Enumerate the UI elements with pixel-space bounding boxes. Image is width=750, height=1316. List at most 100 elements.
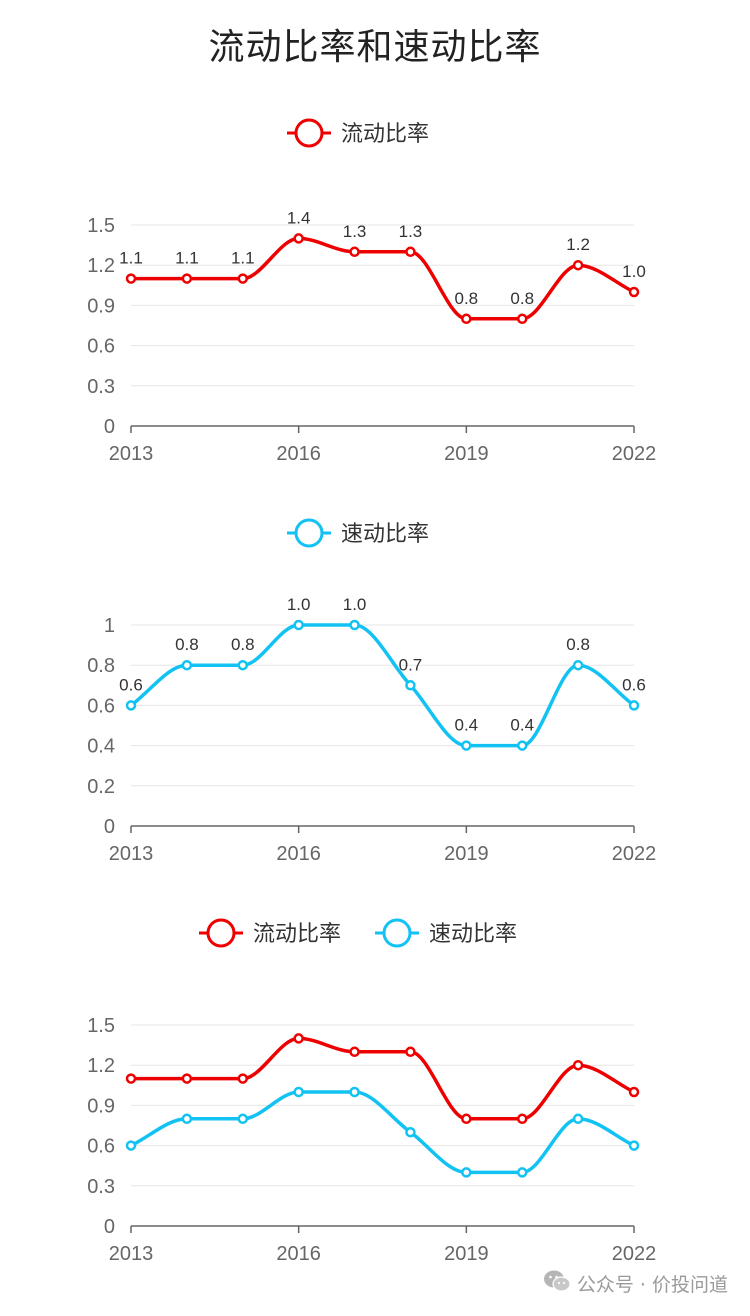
data-point[interactable]	[181, 659, 193, 671]
legend-marker	[294, 518, 324, 548]
data-label: 1.3	[343, 222, 367, 241]
data-point[interactable]	[237, 273, 249, 284]
data-point[interactable]	[516, 1167, 528, 1178]
data-point[interactable]	[405, 680, 416, 691]
legend-marker	[382, 918, 412, 948]
data-point[interactable]	[125, 273, 137, 284]
watermark: 公众号 · 价投问道	[543, 1269, 728, 1298]
data-point[interactable]	[293, 619, 304, 631]
data-label: 1.1	[175, 249, 199, 268]
wechat-icon	[543, 1269, 571, 1298]
series-line	[129, 1090, 636, 1175]
legend[interactable]: 流动比率	[287, 118, 429, 148]
data-label: 0.6	[622, 675, 646, 694]
data-point[interactable]	[349, 1086, 360, 1098]
data-point[interactable]	[628, 1086, 640, 1098]
data-point[interactable]	[349, 1046, 360, 1058]
data-point[interactable]	[516, 740, 528, 751]
data-point[interactable]	[293, 1086, 304, 1098]
combined-ratio-chart: 流动比率 速动比率 0 0.3 0.6 0.9 1.2 1.5 2013 2016 2019 2022	[87, 918, 656, 1265]
data-label: 1.0	[287, 595, 311, 614]
data-point[interactable]	[572, 1059, 584, 1071]
data-label: 0.8	[455, 289, 479, 308]
data-point[interactable]	[125, 1140, 137, 1151]
data-point[interactable]	[516, 1113, 528, 1125]
data-point[interactable]	[181, 1113, 193, 1125]
legend[interactable]: 速动比率	[287, 518, 429, 548]
data-point[interactable]	[628, 700, 640, 711]
page-title: 流动比率和速动比率	[208, 27, 542, 68]
legend-item[interactable]: 流动比率	[287, 118, 429, 148]
data-label: 0.4	[510, 716, 534, 735]
watermark-text: 公众号 · 价投问道	[576, 1274, 728, 1296]
data-point[interactable]	[572, 259, 584, 271]
legend-marker	[294, 118, 324, 148]
y-tick-label: 0	[104, 816, 115, 838]
data-point[interactable]	[461, 1167, 472, 1178]
y-tick-label: 0	[104, 416, 115, 438]
legend[interactable]: 流动比率 速动比率	[199, 918, 517, 948]
data-point[interactable]	[293, 1033, 304, 1044]
y-tick-label: 0.9	[87, 1095, 115, 1117]
data-label: 0.6	[119, 675, 143, 694]
data-point[interactable]	[572, 1113, 584, 1125]
y-tick-label: 1	[104, 615, 115, 637]
x-tick-label: 2013	[109, 1243, 154, 1265]
data-point[interactable]	[181, 273, 193, 284]
data-label: 1.0	[343, 595, 367, 614]
data-label: 1.2	[566, 235, 590, 254]
data-label: 0.7	[399, 655, 423, 674]
data-label: 1.0	[622, 262, 646, 281]
x-tick-label: 2019	[444, 443, 489, 465]
y-tick-label: 0.9	[87, 295, 115, 317]
data-point[interactable]	[125, 1073, 137, 1084]
data-point[interactable]	[405, 246, 416, 258]
y-tick-label: 0.3	[87, 1176, 115, 1198]
x-tick-label: 2016	[276, 443, 321, 465]
data-point[interactable]	[237, 1113, 249, 1125]
data-label: 1.1	[119, 249, 143, 268]
legend-item[interactable]: 速动比率	[375, 918, 517, 948]
y-tick-label: 0.6	[87, 1136, 115, 1158]
data-point[interactable]	[125, 700, 137, 711]
data-point[interactable]	[461, 740, 472, 751]
data-label: 0.8	[231, 635, 255, 654]
data-point[interactable]	[461, 1113, 472, 1125]
x-tick-label: 2019	[444, 843, 489, 865]
data-point[interactable]	[405, 1126, 416, 1138]
x-tick-label: 2022	[612, 443, 657, 465]
data-point[interactable]	[461, 313, 472, 325]
data-point[interactable]	[293, 233, 304, 244]
data-point[interactable]	[349, 246, 360, 258]
data-point[interactable]	[516, 313, 528, 325]
data-point[interactable]	[628, 286, 640, 298]
y-tick-label: 0.3	[87, 376, 115, 398]
data-point[interactable]	[572, 659, 584, 671]
y-tick-label: 1.5	[87, 215, 115, 237]
y-tick-label: 1.5	[87, 1015, 115, 1037]
data-point[interactable]	[405, 1046, 416, 1058]
data-point[interactable]	[237, 1073, 249, 1084]
y-tick-label: 0	[104, 1216, 115, 1238]
data-label: 0.8	[566, 635, 590, 654]
data-label: 0.8	[175, 635, 199, 654]
y-tick-label: 1.2	[87, 255, 115, 277]
series-line	[129, 236, 636, 321]
series-line	[129, 623, 636, 748]
legend-marker	[206, 918, 236, 948]
y-tick-label: 0.6	[87, 695, 115, 717]
data-point[interactable]	[181, 1073, 193, 1084]
data-label: 1.1	[231, 249, 255, 268]
legend-item[interactable]: 速动比率	[287, 518, 429, 548]
data-point[interactable]	[349, 619, 360, 631]
data-point[interactable]	[237, 659, 249, 671]
y-tick-label: 0.2	[87, 776, 115, 798]
legend-label: 速动比率	[341, 522, 429, 547]
x-tick-label: 2016	[276, 843, 321, 865]
y-tick-label: 0.4	[87, 736, 115, 758]
x-tick-label: 2013	[109, 443, 154, 465]
legend-item[interactable]: 流动比率	[199, 918, 341, 948]
y-tick-label: 1.2	[87, 1055, 115, 1077]
data-point[interactable]	[628, 1140, 640, 1151]
